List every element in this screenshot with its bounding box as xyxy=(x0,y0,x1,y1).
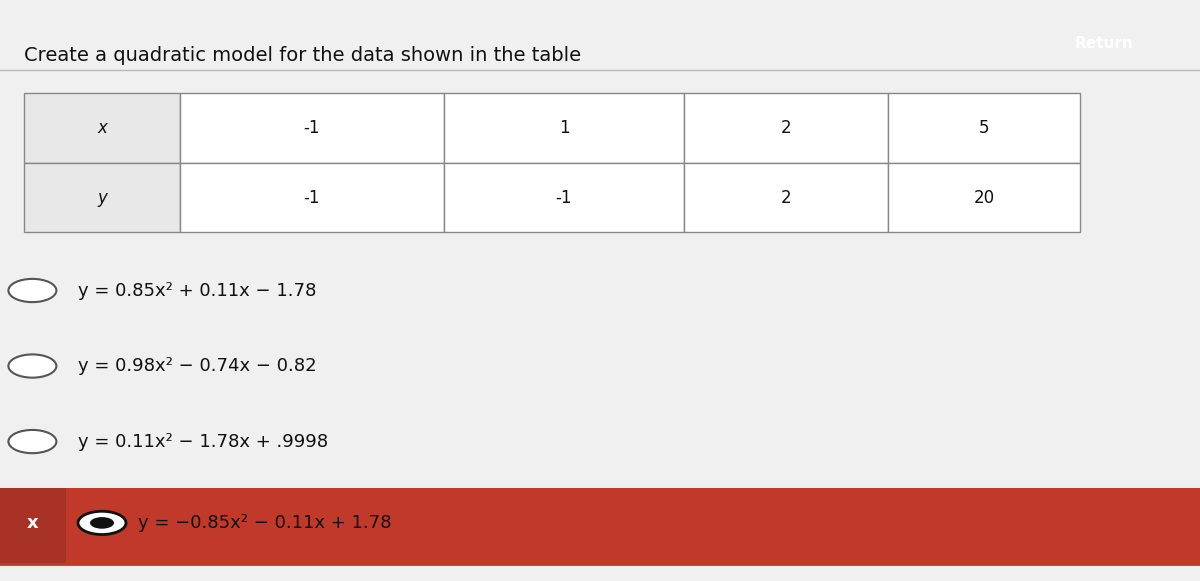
Text: 5: 5 xyxy=(979,119,989,137)
FancyBboxPatch shape xyxy=(24,93,180,163)
Text: Create a quadratic model for the data shown in the table: Create a quadratic model for the data sh… xyxy=(24,46,581,66)
Text: y = 0.98x² − 0.74x − 0.82: y = 0.98x² − 0.74x − 0.82 xyxy=(78,357,317,375)
Circle shape xyxy=(78,511,126,535)
Text: 2: 2 xyxy=(781,189,791,206)
FancyBboxPatch shape xyxy=(444,93,684,163)
Text: y: y xyxy=(97,189,107,206)
Text: y = 0.11x² − 1.78x + .9998: y = 0.11x² − 1.78x + .9998 xyxy=(78,433,328,450)
FancyBboxPatch shape xyxy=(0,488,1200,564)
Text: 1: 1 xyxy=(559,119,569,137)
FancyBboxPatch shape xyxy=(24,163,180,232)
Text: y = 0.85x² + 0.11x − 1.78: y = 0.85x² + 0.11x − 1.78 xyxy=(78,282,317,299)
Text: 2: 2 xyxy=(781,119,791,137)
Text: y = −0.85x² − 0.11x + 1.78: y = −0.85x² − 0.11x + 1.78 xyxy=(138,514,391,532)
Text: -1: -1 xyxy=(304,119,320,137)
Circle shape xyxy=(8,279,56,302)
Circle shape xyxy=(8,354,56,378)
FancyBboxPatch shape xyxy=(180,163,444,232)
FancyBboxPatch shape xyxy=(684,93,888,163)
FancyBboxPatch shape xyxy=(180,93,444,163)
Text: x: x xyxy=(97,119,107,137)
FancyBboxPatch shape xyxy=(888,93,1080,163)
Text: Return: Return xyxy=(1075,36,1133,51)
Text: -1: -1 xyxy=(556,189,572,206)
Circle shape xyxy=(8,430,56,453)
Text: x: x xyxy=(26,514,38,532)
FancyBboxPatch shape xyxy=(888,163,1080,232)
Circle shape xyxy=(90,517,114,529)
Text: -1: -1 xyxy=(304,189,320,206)
FancyBboxPatch shape xyxy=(0,488,66,564)
FancyBboxPatch shape xyxy=(444,163,684,232)
Text: 20: 20 xyxy=(973,189,995,206)
FancyBboxPatch shape xyxy=(684,163,888,232)
